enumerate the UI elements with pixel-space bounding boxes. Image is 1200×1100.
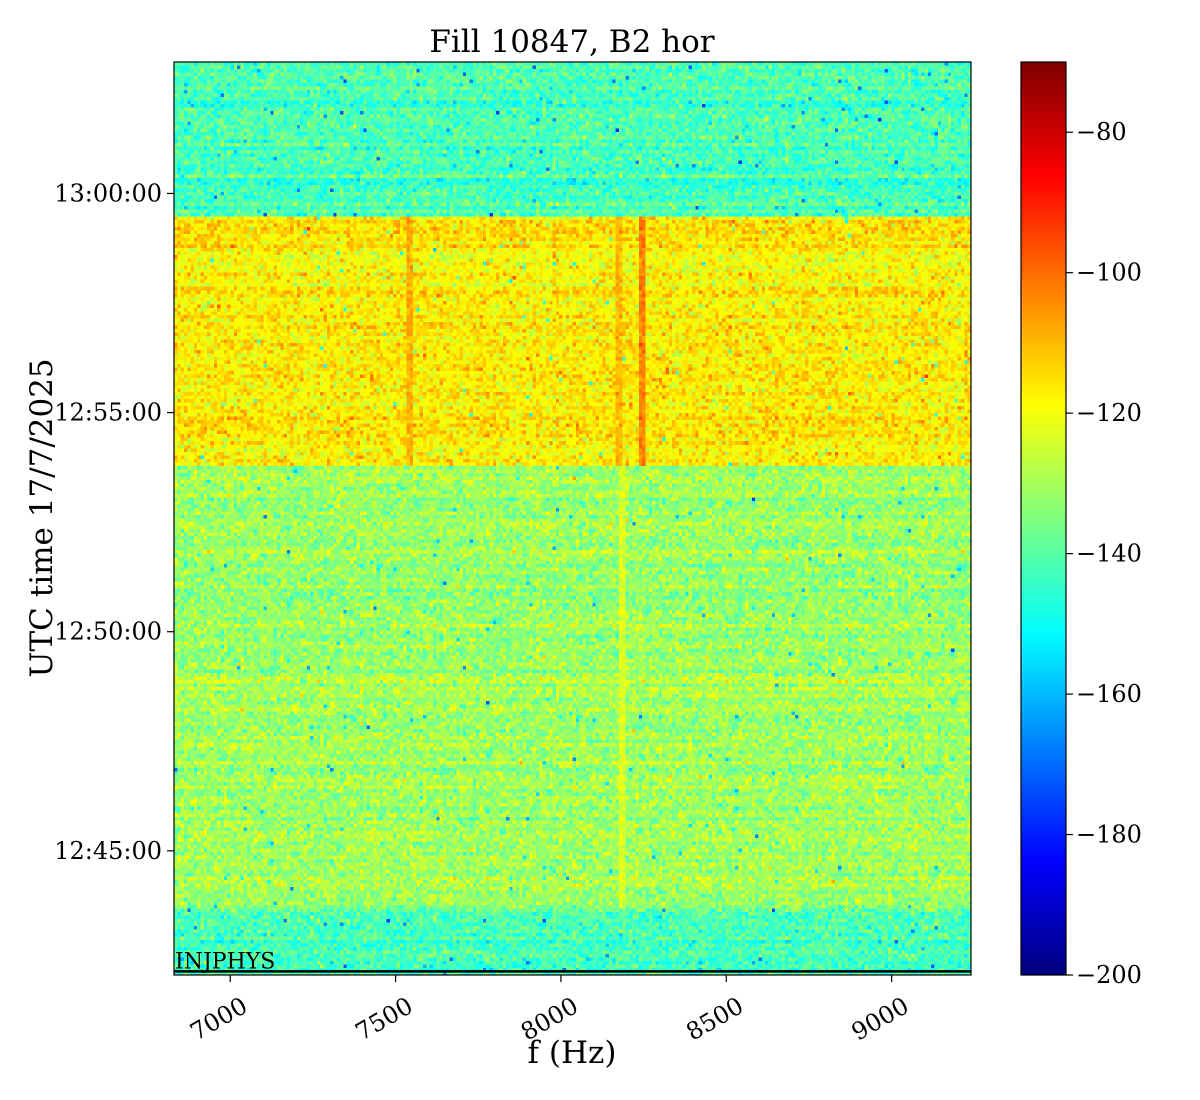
x-tick-label: 8500 — [681, 992, 748, 1047]
heatmap-cells — [174, 62, 971, 975]
x-axis-label: f (Hz) — [528, 1035, 617, 1071]
colorbar-tick-label: −200 — [1076, 961, 1142, 989]
x-tick-label: 7500 — [351, 992, 418, 1047]
injphys-marker-label: INJPHYS — [175, 949, 275, 974]
x-tick-label: 7000 — [185, 992, 252, 1047]
y-tick-label: 12:45:00 — [54, 837, 162, 865]
colorbar-tick-label: −140 — [1076, 540, 1142, 568]
chart-title: Fill 10847, B2 hor — [429, 24, 714, 60]
colorbar-tick-label: −80 — [1076, 118, 1127, 146]
x-tick-label: 9000 — [847, 992, 914, 1047]
y-axis-ticks: 12:45:00 12:50:00 12:55:00 13:00:00 — [54, 179, 174, 865]
y-tick-label: 13:00:00 — [54, 179, 162, 207]
colorbar-ticks: −80 −100 −120 −140 −160 −180 −200 — [1066, 118, 1142, 989]
colorbar-tick-label: −100 — [1076, 259, 1142, 287]
colorbar-gradient — [1021, 62, 1066, 975]
colorbar-tick-label: −160 — [1076, 680, 1142, 708]
plot-frame — [173, 61, 972, 976]
colorbar-tick-label: −180 — [1076, 821, 1142, 849]
y-tick-label: 12:55:00 — [54, 399, 162, 427]
y-axis-label: UTC time 17/7/2025 — [24, 358, 60, 677]
colorbar-tick-label: −120 — [1076, 399, 1142, 427]
colorbar-frame — [1020, 61, 1067, 976]
y-tick-label: 12:50:00 — [54, 618, 162, 646]
